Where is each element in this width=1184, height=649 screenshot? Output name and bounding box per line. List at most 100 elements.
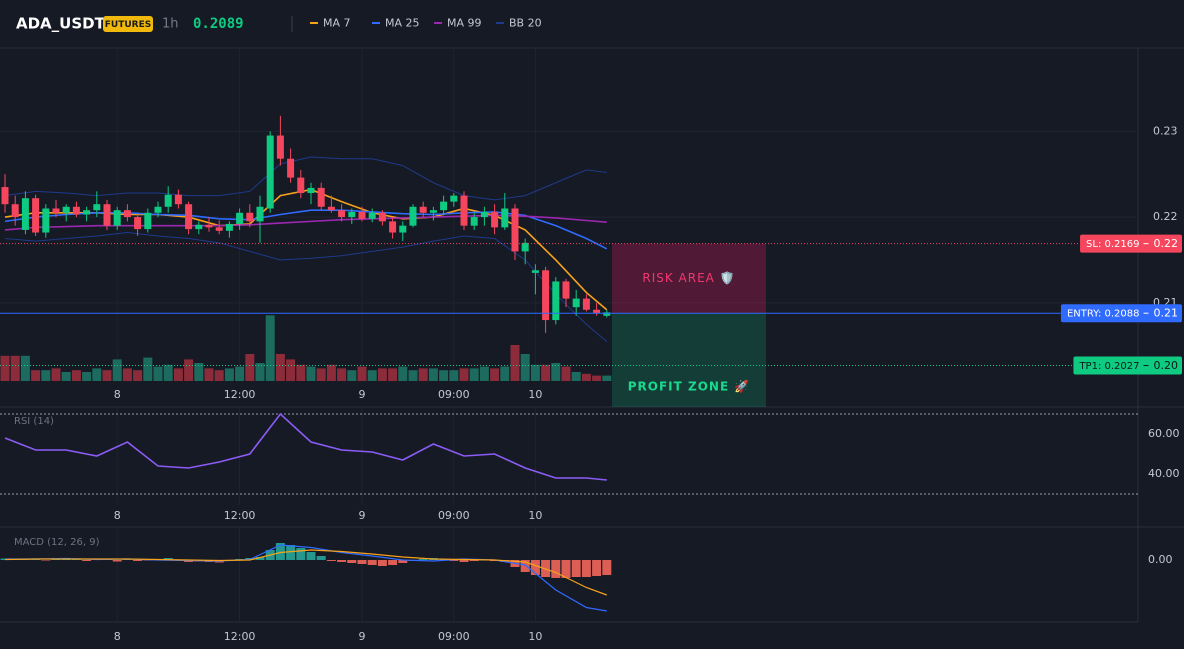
histogram-bar xyxy=(581,560,591,577)
volume-bar xyxy=(214,370,224,381)
volume-bar xyxy=(163,364,173,381)
histogram-bar xyxy=(602,560,612,575)
volume-bar xyxy=(398,366,408,381)
volume-bar xyxy=(173,368,183,381)
volume-bar xyxy=(490,368,500,381)
volume-bar xyxy=(296,364,306,381)
candle-body xyxy=(1,187,9,205)
candle-body xyxy=(215,227,223,231)
x-tick-label: 10 xyxy=(528,388,542,401)
volume-bar xyxy=(112,359,122,381)
candle-body xyxy=(93,204,101,211)
x-tick-label: 09:00 xyxy=(438,388,470,401)
candle-body xyxy=(358,211,366,219)
volume-bar xyxy=(347,370,357,381)
candle-body xyxy=(287,158,295,178)
volume-bar xyxy=(61,372,71,381)
candle-body xyxy=(531,270,539,273)
histogram-bar xyxy=(571,560,581,577)
candle-body xyxy=(501,208,509,228)
histogram-bar xyxy=(469,560,479,561)
volume-bar xyxy=(408,370,418,381)
volume-bar xyxy=(20,355,30,381)
volume-bar xyxy=(0,355,10,381)
volume-bar xyxy=(388,368,398,381)
y-tick-label: 0.22 xyxy=(1153,210,1178,223)
candle-body xyxy=(52,208,60,213)
y-tick-label: 40.00 xyxy=(1148,467,1180,480)
histogram-bar xyxy=(255,557,265,560)
volume-bar xyxy=(102,370,112,381)
candle-body xyxy=(225,223,233,231)
price-line-axis-label: 0.20 xyxy=(1154,359,1179,372)
y-tick-label: 60.00 xyxy=(1148,427,1180,440)
candle-body xyxy=(174,194,182,205)
volume-bar xyxy=(561,366,571,381)
candle-body xyxy=(542,270,550,321)
volume-bar xyxy=(469,368,479,381)
volume-bar xyxy=(286,359,296,381)
volume-bar xyxy=(541,364,551,381)
candle-body xyxy=(42,208,50,233)
x-tick-label: 12:00 xyxy=(224,509,256,522)
profit-zone xyxy=(612,313,766,407)
histogram-bar xyxy=(61,559,71,560)
candle-body xyxy=(511,208,519,252)
histogram-bar xyxy=(112,560,122,562)
volume-bar xyxy=(316,368,326,381)
volume-bar xyxy=(449,370,459,381)
volume-bar xyxy=(337,368,347,381)
volume-bar xyxy=(530,364,540,381)
histogram-bar xyxy=(561,560,571,578)
candle-body xyxy=(470,217,478,226)
candle-body xyxy=(144,212,152,230)
volume-bar xyxy=(92,368,102,381)
x-tick-label: 8 xyxy=(114,388,121,401)
histogram-bar xyxy=(316,556,326,560)
histogram-bar xyxy=(449,560,459,561)
histogram-bar xyxy=(357,560,367,564)
volume-bar xyxy=(204,368,214,381)
histogram-bar xyxy=(377,560,387,566)
histogram-bar xyxy=(592,560,602,576)
candle-body xyxy=(429,210,437,213)
volume-bar xyxy=(479,366,489,381)
price-line-label: TP1: 0.2027 xyxy=(1078,361,1139,372)
x-tick-label: 10 xyxy=(528,630,542,643)
volume-bar xyxy=(510,345,520,381)
x-tick-label: 12:00 xyxy=(224,388,256,401)
x-tick-label: 10 xyxy=(528,509,542,522)
candle-body xyxy=(266,135,274,209)
volume-bar xyxy=(500,366,510,381)
volume-bar xyxy=(459,368,469,381)
candle-body xyxy=(134,217,142,230)
x-tick-label: 9 xyxy=(358,509,365,522)
symbol: ADA_USDT xyxy=(16,15,106,33)
candle-body xyxy=(113,210,121,226)
volume-bar xyxy=(306,366,316,381)
candle-body xyxy=(164,194,172,207)
macd-title: MACD (12, 26, 9) xyxy=(14,537,100,548)
volume-bar xyxy=(255,363,265,381)
candle-body xyxy=(72,206,80,215)
rsi-line xyxy=(4,412,607,481)
histogram-bar xyxy=(347,560,357,563)
legend-label: MA 99 xyxy=(447,17,482,30)
price-line-label: ENTRY: 0.2088 xyxy=(1067,309,1140,320)
histogram-bar xyxy=(326,560,336,561)
candle-body xyxy=(32,198,40,233)
candle-body xyxy=(480,211,488,218)
histogram-bar xyxy=(82,560,92,561)
zone-label: RISK AREA 🛡️ xyxy=(642,271,735,285)
price-line-box xyxy=(1060,304,1182,323)
candle-body xyxy=(409,206,417,226)
interval: 1h xyxy=(162,17,179,32)
volume-bar xyxy=(143,357,153,381)
volume-bar xyxy=(265,315,275,381)
volume-bar xyxy=(71,370,81,381)
volume-bar xyxy=(592,375,602,381)
histogram-bar xyxy=(296,548,306,560)
candle-body xyxy=(440,201,448,211)
candle-body xyxy=(307,187,315,194)
volume-bar xyxy=(245,354,255,381)
